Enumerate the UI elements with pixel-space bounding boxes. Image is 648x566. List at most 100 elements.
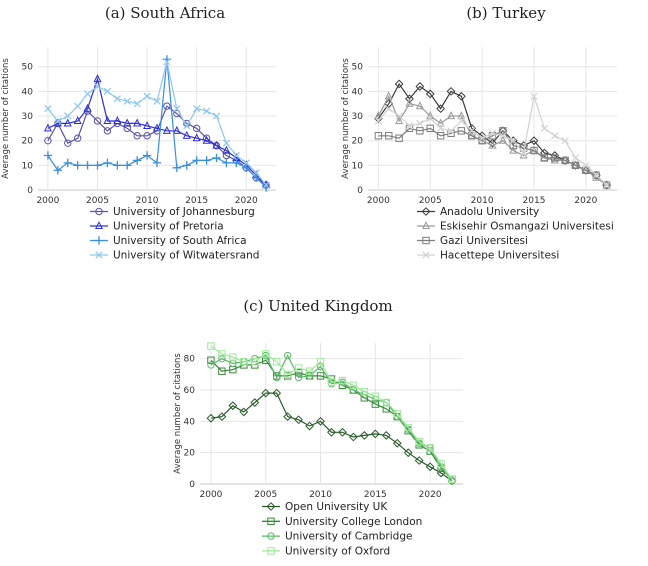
chart-panel-turkey: (b) Turkey 0 10 20 30 40 50 2000 2005 2010 2015 202… xyxy=(341,4,617,262)
data-point xyxy=(540,124,548,132)
data-point xyxy=(349,432,358,442)
x-tick-label: 2005 xyxy=(86,196,109,206)
y-tick-label: 40 xyxy=(22,87,34,97)
data-point xyxy=(83,90,92,98)
legend-swatch-marker xyxy=(422,236,430,245)
data-point xyxy=(103,116,112,125)
data-point xyxy=(456,91,466,101)
data-point xyxy=(540,154,549,162)
data-point xyxy=(395,116,404,125)
y-tick-label: 30 xyxy=(22,112,34,122)
series-line xyxy=(210,392,453,482)
data-point xyxy=(327,378,336,386)
data-point xyxy=(602,180,611,189)
x-tick-label: 2020 xyxy=(419,490,442,500)
chart-panel-united-kingdom: (c) United Kingdom 0 20 40 60 80 2000 2005 2010 2… xyxy=(173,297,463,557)
data-point xyxy=(113,116,122,125)
data-point xyxy=(222,158,231,168)
data-point xyxy=(405,122,414,130)
data-point xyxy=(63,158,72,168)
data-point xyxy=(273,358,281,366)
x-tick-label: 2000 xyxy=(200,490,223,500)
data-point xyxy=(162,125,171,134)
data-point xyxy=(103,127,112,135)
panel-caption: (b) Turkey xyxy=(466,4,546,22)
data-point xyxy=(262,181,270,189)
data-point xyxy=(425,462,435,472)
data-point xyxy=(359,431,369,440)
data-point xyxy=(217,412,227,422)
data-point xyxy=(488,129,497,137)
data-point xyxy=(316,372,325,380)
data-point xyxy=(405,94,414,104)
data-point xyxy=(385,132,393,140)
data-point xyxy=(416,119,424,128)
data-point xyxy=(592,171,600,179)
y-axis-label: Average number of citations xyxy=(173,353,183,474)
data-point xyxy=(561,137,569,145)
data-point xyxy=(305,367,314,375)
series-university-of-oxford xyxy=(207,342,456,484)
legend-swatch-marker xyxy=(95,251,103,259)
data-point xyxy=(182,130,191,139)
series-gazi-universitesi xyxy=(374,124,611,189)
data-point xyxy=(405,98,414,107)
data-point xyxy=(382,398,390,407)
data-point xyxy=(415,438,423,446)
data-point xyxy=(232,151,240,160)
data-point xyxy=(152,123,162,132)
data-point xyxy=(133,100,141,108)
data-point xyxy=(529,136,539,146)
legend-entry-label: Gazi Universitesi xyxy=(440,235,528,247)
data-point xyxy=(327,427,336,437)
data-point xyxy=(232,158,241,168)
data-point xyxy=(43,151,53,160)
x-tick-label: 2020 xyxy=(574,196,597,206)
y-axis-label: Average number of citations xyxy=(341,58,351,179)
data-point xyxy=(385,105,393,113)
data-point xyxy=(560,156,570,165)
data-point xyxy=(64,112,72,120)
data-point xyxy=(499,127,507,135)
data-point xyxy=(143,132,151,140)
data-point xyxy=(448,475,456,484)
data-point xyxy=(539,148,549,158)
data-point xyxy=(437,459,445,468)
data-point xyxy=(416,127,424,135)
data-point xyxy=(262,350,270,358)
data-point xyxy=(173,105,181,113)
data-point xyxy=(415,101,424,110)
legend-swatch-marker xyxy=(266,502,276,511)
data-point xyxy=(283,412,293,422)
data-point xyxy=(488,140,497,149)
series-open-university-uk xyxy=(206,388,457,486)
data-point xyxy=(207,361,215,369)
data-point xyxy=(261,388,271,398)
data-point xyxy=(133,132,141,140)
data-point xyxy=(123,124,131,133)
data-point xyxy=(403,448,413,458)
y-tick-label: 0 xyxy=(27,186,33,196)
y-tick-label: 40 xyxy=(352,87,364,97)
data-point xyxy=(113,161,122,170)
data-point xyxy=(404,423,412,432)
legend: Anadolu University Eskisehir Osmangazi Un… xyxy=(417,206,614,262)
data-point xyxy=(446,111,456,120)
legend-swatch-marker xyxy=(94,236,104,245)
data-point xyxy=(426,114,434,123)
x-tick-label: 2015 xyxy=(364,490,387,500)
data-point xyxy=(222,145,231,154)
legend-swatch-marker xyxy=(421,207,431,216)
data-point xyxy=(550,155,559,164)
data-point xyxy=(381,431,391,440)
data-point xyxy=(582,161,590,169)
data-point xyxy=(551,154,559,162)
data-point xyxy=(242,159,250,167)
data-point xyxy=(152,158,162,168)
data-point xyxy=(83,103,92,112)
data-point xyxy=(183,122,191,130)
data-point xyxy=(447,127,455,135)
data-point xyxy=(488,138,497,148)
data-point xyxy=(123,161,132,170)
